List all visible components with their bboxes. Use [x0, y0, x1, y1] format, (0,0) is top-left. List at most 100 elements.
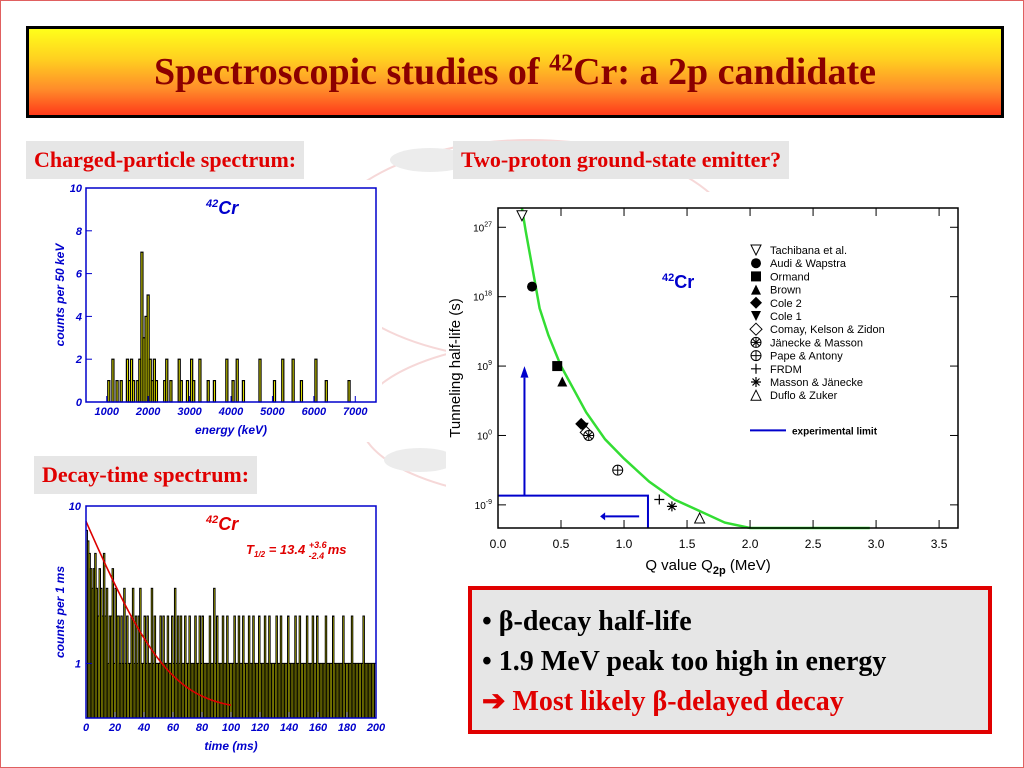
y-tick-label: 10 [69, 501, 82, 513]
y-tick-label: 1 [75, 658, 81, 670]
legend-marker [750, 244, 762, 257]
decay-time-chart: 0 20 40 60 80 100 120 140 160 180 200 1 10 time (ms) c… [42, 498, 402, 758]
chart-title: 42Cr [662, 272, 694, 292]
histogram-bar [132, 380, 136, 403]
x-axis-label: energy (keV) [195, 423, 267, 437]
x-tick-label: 80 [196, 722, 209, 734]
left-arrow-head [600, 512, 606, 521]
legend-marker [751, 284, 761, 295]
x-tick-label: 120 [251, 722, 270, 734]
x-tick-label: 2000 [135, 406, 161, 418]
x-tick-label: 0 [83, 722, 90, 734]
x-tick-label: 60 [167, 722, 180, 734]
histogram-bar [231, 380, 235, 403]
x-tick-label: 100 [222, 722, 241, 734]
data-point [693, 511, 706, 524]
summary-box: • β-decay half-life • 1.9 MeV peak too h… [468, 586, 992, 734]
x-tick-label: 3.5 [931, 537, 948, 551]
x-tick-label: 0.0 [490, 537, 507, 551]
summary-line-peak: • 1.9 MeV peak too high in energy [482, 646, 887, 677]
histogram-bar [258, 358, 262, 403]
histogram-bar [235, 358, 239, 403]
data-point [552, 361, 563, 372]
x-axis-label: Q value Q2p (MeV) [645, 557, 770, 577]
histogram-bar [185, 380, 190, 403]
legend-label: Duflo & Zuker [770, 390, 838, 402]
histogram-bar [272, 380, 277, 403]
legend-label: Pape & Antony [770, 351, 843, 363]
x-tick-label: 0.5 [553, 537, 570, 551]
legend-marker [751, 377, 761, 387]
y-tick-label: 10 [70, 183, 83, 195]
legend-label: FRDM [770, 364, 802, 376]
histogram-bar [169, 380, 173, 403]
histogram-bar [314, 358, 318, 403]
data-point [666, 501, 677, 512]
x-axis-label: time (ms) [204, 739, 257, 753]
histogram-bar [165, 358, 169, 403]
legend-label: Audi & Wapstra [770, 258, 847, 270]
legend-marker [751, 271, 761, 282]
legend-marker [751, 311, 761, 321]
summary-line-beta: • β-decay half-life [482, 606, 692, 637]
y-tick-label: 100 [477, 429, 492, 442]
y-tick-label: 10-9 [475, 499, 492, 512]
limit-lines [498, 494, 649, 528]
fit-curve [85, 520, 232, 706]
y-tick-label: 8 [76, 226, 83, 238]
title-banner: Spectroscopic studies of 42Cr: a 2p cand… [26, 26, 1004, 118]
y-axis-label: counts per 1 ms [53, 566, 67, 658]
histogram-bar [111, 358, 115, 403]
histogram-bar [212, 380, 217, 403]
legend-marker [750, 350, 762, 362]
legend-limit-label: experimental limit [792, 426, 878, 437]
y-tick-label: 1027 [473, 221, 492, 234]
x-tick-label: 3000 [177, 406, 202, 418]
legend-label: Cole 2 [770, 298, 802, 310]
histogram-bar [115, 380, 119, 403]
y-tick-label: 109 [477, 360, 492, 373]
histogram-bar [225, 358, 229, 403]
x-tick-label: 7000 [343, 406, 368, 418]
x-tick-label: 1000 [94, 406, 119, 418]
data-point [583, 429, 595, 441]
half-life-chart: 0.0 0.5 1.0 1.5 2.0 2.5 3.0 3.5 1027 1018 109 100 10… [446, 192, 968, 582]
legend-marker [749, 322, 763, 336]
legend-label: Ormand [770, 271, 810, 283]
y-axis-label: counts per 50 keV [53, 243, 67, 347]
legend-label: Tachibana et al. [770, 245, 847, 257]
data-point [578, 422, 589, 433]
x-tick-label: 140 [280, 722, 299, 734]
data-point [654, 494, 665, 505]
histogram-bar [154, 380, 159, 403]
x-tick-label: 5000 [260, 406, 285, 418]
y-tick-label: 1018 [473, 291, 492, 304]
data-point [612, 464, 624, 476]
histogram-bar [324, 380, 328, 403]
x-tick-label: 2.5 [805, 537, 822, 551]
x-tick-label: 6000 [302, 406, 327, 418]
x-tick-label: 200 [366, 722, 386, 734]
y-tick-label: 6 [76, 269, 83, 281]
data-point [527, 281, 538, 292]
up-arrow-head [520, 366, 529, 378]
legend-label: Jänecke & Masson [770, 337, 863, 349]
charged-spectrum-label: Charged-particle spectrum: [26, 141, 305, 179]
x-tick-label: 20 [108, 722, 122, 734]
x-tick-label: 1.0 [616, 537, 633, 551]
title-superscript: 42 [549, 50, 574, 77]
legend-label: Comay, Kelson & Zidon [770, 324, 885, 336]
x-tick-label: 180 [338, 722, 357, 734]
legend-label: Cole 1 [770, 311, 802, 323]
legend-marker [751, 363, 761, 374]
decay-spectrum-label: Decay-time spectrum: [34, 456, 258, 494]
energy-spectrum-chart: 1000 2000 3000 4000 5000 6000 7000 0 2 4 6 8 10 energ… [42, 180, 382, 442]
plot-frame [497, 207, 959, 529]
data-point [557, 376, 568, 387]
y-tick-label: 2 [75, 354, 82, 366]
histogram-bar [119, 380, 123, 403]
histogram-bar [107, 380, 111, 403]
legend-marker [750, 336, 762, 348]
y-tick-label: 0 [76, 397, 83, 409]
legend-label: Brown [770, 285, 801, 297]
